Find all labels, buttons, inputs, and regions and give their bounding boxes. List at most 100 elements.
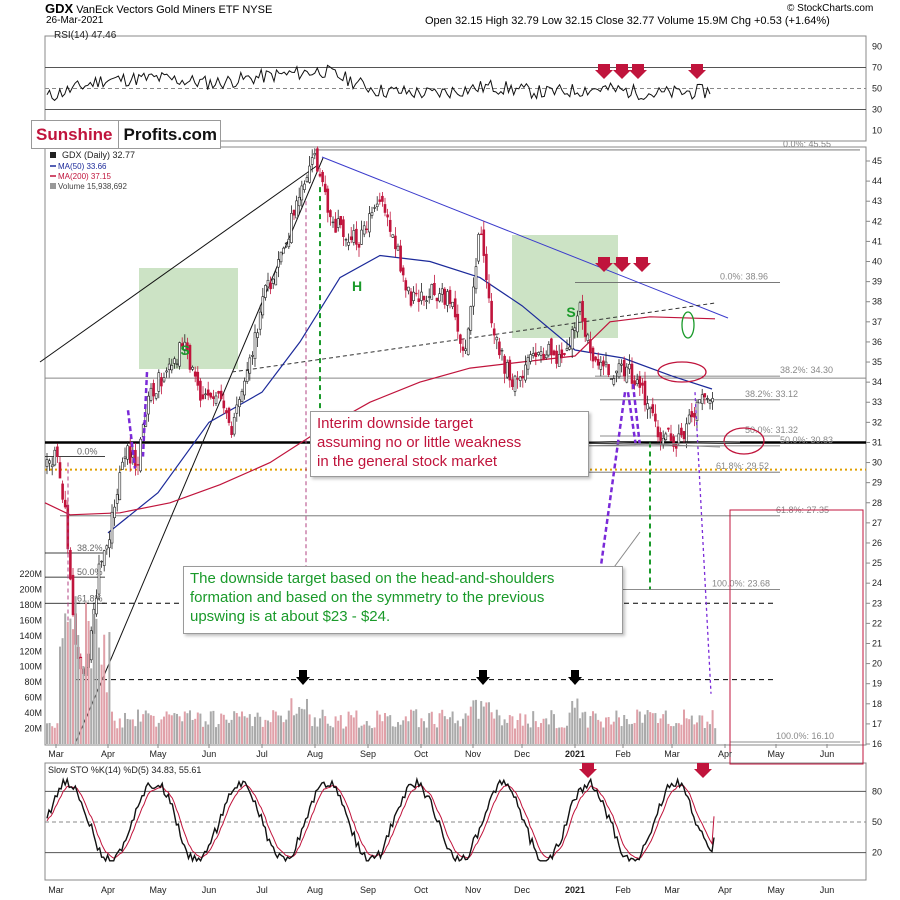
volume-bar	[345, 726, 347, 744]
volume-bar	[316, 726, 319, 744]
price-candle-body	[594, 356, 597, 361]
volume-bar	[352, 717, 355, 744]
price-candle-body	[342, 219, 345, 237]
price-x-label: Aug	[307, 749, 323, 759]
volume-bar	[277, 715, 280, 744]
price-down-arrow-icon	[595, 257, 613, 272]
volume-bar	[566, 725, 568, 744]
price-x-label: Sep	[360, 749, 376, 759]
price-candle-body	[321, 171, 324, 183]
price-candle-body	[256, 332, 259, 338]
volume-bar	[605, 717, 607, 744]
volume-bar	[222, 714, 225, 744]
price-candle-body	[193, 371, 197, 377]
volume-bar	[703, 728, 706, 744]
price-candle-body	[113, 506, 116, 519]
price-candle-body	[667, 427, 670, 430]
price-candle-body	[217, 391, 220, 394]
gdx-legend-swatch	[50, 152, 56, 158]
volume-bar	[342, 728, 345, 744]
purple-left-marks	[126, 372, 149, 469]
volume-bar	[599, 721, 602, 744]
price-candle-body	[126, 445, 129, 460]
rsi-tick-label: 90	[872, 42, 882, 52]
volume-bar	[646, 710, 649, 744]
volume-bar	[300, 708, 303, 744]
volume-bar	[430, 711, 433, 744]
purple-projection-1	[596, 392, 627, 588]
price-candle-body	[258, 311, 262, 330]
purple-projection-2	[626, 392, 638, 447]
price-x-label: Nov	[465, 749, 482, 759]
price-candle-body	[586, 334, 590, 341]
price-candle-body	[313, 153, 317, 156]
price-tick-label: 19	[872, 679, 882, 689]
hs-target-callout: The downside target based on the head-an…	[183, 566, 623, 634]
volume-bar	[553, 714, 555, 744]
volume-bar	[241, 711, 243, 744]
price-x-label: Apr	[718, 749, 732, 759]
price-candle-body	[599, 361, 603, 370]
volume-bar	[251, 726, 254, 744]
price-down-arrow-icon	[633, 257, 651, 272]
price-candle-body	[609, 378, 613, 380]
ma50-line	[107, 254, 713, 534]
volume-bar	[290, 698, 293, 744]
price-candle-body	[505, 362, 509, 378]
interim-target-callout: Interim downside target assuming no or l…	[310, 411, 589, 477]
price-candle-body	[448, 289, 452, 304]
price-candle-body	[625, 366, 629, 383]
price-candle-body	[479, 233, 483, 236]
volume-bar	[225, 719, 228, 744]
volume-bar	[469, 706, 472, 744]
price-candle-body	[308, 165, 311, 183]
volume-bar	[324, 716, 327, 744]
price-tick-label: 21	[872, 638, 882, 648]
volume-bar	[111, 711, 113, 744]
price-candle-body	[482, 229, 486, 256]
price-candle-body	[58, 462, 62, 479]
volume-bar	[516, 720, 519, 744]
etf-name: VanEck Vectors Gold Miners ETF	[76, 4, 240, 16]
rsi-tick-label: 70	[872, 63, 882, 73]
price-tick-label: 18	[872, 699, 882, 709]
price-candle-body	[388, 219, 392, 232]
price-candle-body	[71, 574, 75, 616]
volume-bar	[282, 722, 285, 744]
volume-bar	[521, 725, 524, 744]
price-candle-body	[646, 403, 649, 410]
volume-bar	[384, 713, 386, 744]
volume-bar	[233, 711, 236, 744]
low-circle-marker	[657, 361, 707, 383]
volume-bar	[79, 657, 82, 744]
volume-bar	[183, 711, 186, 744]
volume-bar	[696, 722, 698, 744]
price-candle-body	[199, 380, 202, 401]
volume-bar	[550, 710, 553, 744]
price-candle-body	[474, 266, 478, 290]
ma200-line	[44, 316, 716, 516]
price-candle-body	[596, 358, 600, 366]
price-candle-body	[269, 282, 272, 290]
volume-bar	[74, 596, 77, 744]
price-candle-body	[149, 387, 153, 401]
volume-bar	[651, 713, 654, 744]
volume-bar	[293, 715, 295, 744]
price-candle-body	[323, 183, 327, 193]
volume-bar	[69, 618, 72, 744]
volume-bar	[433, 723, 436, 744]
volume-bar	[407, 721, 410, 744]
volume-bar	[412, 710, 415, 744]
right-shoulder-label: S	[566, 304, 575, 320]
price-candle-body	[461, 346, 465, 351]
price-candle-body	[451, 301, 454, 307]
volume-bar	[657, 723, 659, 744]
volume-bar	[532, 711, 535, 744]
price-tick-label: 17	[872, 719, 882, 729]
price-candle-body	[152, 382, 155, 397]
volume-bar	[620, 726, 623, 744]
price-candle-body	[204, 393, 207, 396]
price-candle-body	[472, 286, 475, 307]
price-candle-body	[466, 328, 470, 355]
price-candle-body	[214, 395, 218, 404]
